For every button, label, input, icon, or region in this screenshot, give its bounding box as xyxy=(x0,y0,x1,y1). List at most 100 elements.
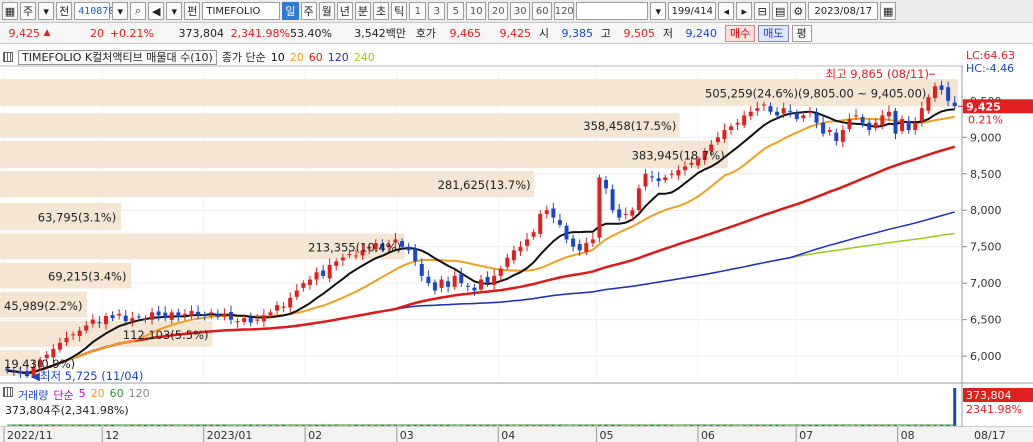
stock-code-input[interactable]: 410870 xyxy=(74,2,114,20)
candle-body xyxy=(419,263,424,276)
candle-body xyxy=(584,243,589,253)
tab-period-month[interactable]: 월 xyxy=(318,2,335,20)
candle-body xyxy=(426,276,431,284)
y-tick-label: 6,500 xyxy=(970,314,1002,327)
candle-body xyxy=(814,113,819,123)
interval-30[interactable]: 30 xyxy=(510,2,531,20)
volume-bar xyxy=(203,425,207,426)
volume-bar xyxy=(643,425,647,426)
calendar-icon[interactable]: ▦ xyxy=(880,2,897,20)
save-icon[interactable]: ▤ xyxy=(772,2,789,20)
candle-body xyxy=(130,318,135,322)
speaker-icon[interactable]: ◀ xyxy=(148,2,165,20)
favorite-button[interactable]: 펀 xyxy=(184,2,201,20)
candle-body xyxy=(801,115,806,119)
candle-body xyxy=(873,122,878,129)
y-tick-label: 6,000 xyxy=(970,350,1002,363)
vol-ma120-label[interactable]: 120 xyxy=(128,387,150,400)
vol-ma20-label[interactable]: 20 xyxy=(90,387,105,400)
dropdown-arrow-icon[interactable]: ▾ xyxy=(650,2,667,20)
tab-period-tick[interactable]: 틱 xyxy=(391,2,408,20)
tab-period-day[interactable]: 일 xyxy=(282,2,299,20)
candle-body xyxy=(222,313,227,317)
volume-value-box xyxy=(963,388,1033,402)
menu-grid-icon[interactable]: ▦ xyxy=(2,2,18,20)
price-legend: TIMEFOLIO K컬처액티브 매물대 수(10) 종가 단순 10 20 6… xyxy=(3,49,375,65)
candle-body xyxy=(715,137,720,142)
volume-profile-bar xyxy=(0,170,534,198)
legend-grid-icon[interactable] xyxy=(3,52,13,62)
candle-body xyxy=(821,122,826,134)
candle-body xyxy=(11,371,16,373)
volume-bar xyxy=(709,425,713,426)
candle-body xyxy=(623,213,628,215)
candle-body xyxy=(268,312,273,316)
market-select[interactable]: 전 xyxy=(56,2,73,20)
vol-ma5-label[interactable]: 5 xyxy=(78,387,86,400)
volume-bar xyxy=(32,425,36,426)
interval-20[interactable]: 20 xyxy=(488,2,509,20)
settings-gear-icon[interactable]: ⚙ xyxy=(790,2,807,20)
interval-60[interactable]: 60 xyxy=(532,2,553,20)
volume-title[interactable]: 거래량 xyxy=(18,389,49,402)
date-input[interactable]: 2023/08/17 xyxy=(808,2,879,20)
candle-body xyxy=(643,173,648,187)
sell-button[interactable]: 매도 xyxy=(758,24,789,42)
scroll-right-icon[interactable]: ▸ xyxy=(736,2,753,20)
candle-body xyxy=(202,314,207,316)
candle-body xyxy=(702,151,707,161)
candle-body xyxy=(97,322,102,324)
candle-body xyxy=(321,270,326,276)
ma120-label[interactable]: 120 xyxy=(327,50,349,64)
tab-period-week[interactable]: 주 xyxy=(300,2,317,20)
volume-bar xyxy=(420,425,424,426)
volume-simple-label[interactable]: 단순 xyxy=(53,389,74,402)
ma-close-label[interactable]: 종가 단순 xyxy=(221,51,266,64)
search-icon[interactable]: ⌕ xyxy=(130,2,147,20)
tab-period-minute[interactable]: 분 xyxy=(354,2,371,20)
volume-profile-label: 63,795(3.1%) xyxy=(38,211,116,225)
tab-period-second[interactable]: 초 xyxy=(373,2,390,20)
volume-profile-bar xyxy=(0,233,405,260)
ma240-label[interactable]: 240 xyxy=(353,50,375,64)
candle-body xyxy=(340,257,345,261)
trade-amount: 3,542백만 xyxy=(354,27,406,40)
scroll-left-icon[interactable]: ◂ xyxy=(718,2,735,20)
stock-name-field[interactable]: TIMEFOLIO xyxy=(202,2,281,20)
ma20-label[interactable]: 20 xyxy=(289,50,304,64)
volume-profile-label: 358,458(17.5%) xyxy=(583,119,676,133)
data-count-field[interactable]: 199/414 xyxy=(668,2,717,20)
average-button[interactable]: 평 xyxy=(791,24,812,42)
ma10-label[interactable]: 10 xyxy=(270,50,285,64)
candle-body xyxy=(275,305,280,311)
volume-profile-bar xyxy=(0,140,728,169)
interval-custom-select[interactable] xyxy=(576,2,649,20)
legend-grid-icon[interactable] xyxy=(3,387,13,397)
dropdown-arrow-icon[interactable]: ▾ xyxy=(166,2,183,20)
candle-body xyxy=(854,115,859,117)
interval-10[interactable]: 10 xyxy=(466,2,487,20)
vol-ma60-label[interactable]: 60 xyxy=(109,387,124,400)
x-tick-label: 04 xyxy=(501,429,515,442)
interval-120[interactable]: 120 xyxy=(554,2,575,20)
hc-label: HC:-4.46 xyxy=(966,62,1014,75)
x-tick-label: 08 xyxy=(901,429,915,442)
chart-type-select[interactable]: 주 xyxy=(20,2,37,20)
dropdown-arrow-icon[interactable]: ▾ xyxy=(112,2,129,20)
volume-bar xyxy=(926,425,930,426)
tab-period-year[interactable]: 년 xyxy=(336,2,353,20)
volume-profile-label[interactable]: TIMEFOLIO K컬처액티브 매물대 수(10) xyxy=(18,49,217,65)
volume-value-label: 373,804 xyxy=(966,389,1012,402)
volume-bar xyxy=(597,425,601,426)
volume-bar xyxy=(413,425,417,426)
extra-percent: 53.40% xyxy=(290,26,332,40)
dropdown-arrow-icon[interactable]: ▾ xyxy=(38,2,55,20)
buy-button[interactable]: 매수 xyxy=(725,24,756,42)
interval-5[interactable]: 5 xyxy=(447,2,465,20)
zoom-icon[interactable]: ⊟ xyxy=(754,2,771,20)
ma60-label[interactable]: 60 xyxy=(308,50,323,64)
volume-bar xyxy=(190,425,194,426)
interval-1[interactable]: 1 xyxy=(409,2,427,20)
price-chart[interactable]: 505,259(24.6%)(9,805.00 ~ 9,405.00) 358,4… xyxy=(0,44,1033,442)
interval-3[interactable]: 3 xyxy=(428,2,446,20)
